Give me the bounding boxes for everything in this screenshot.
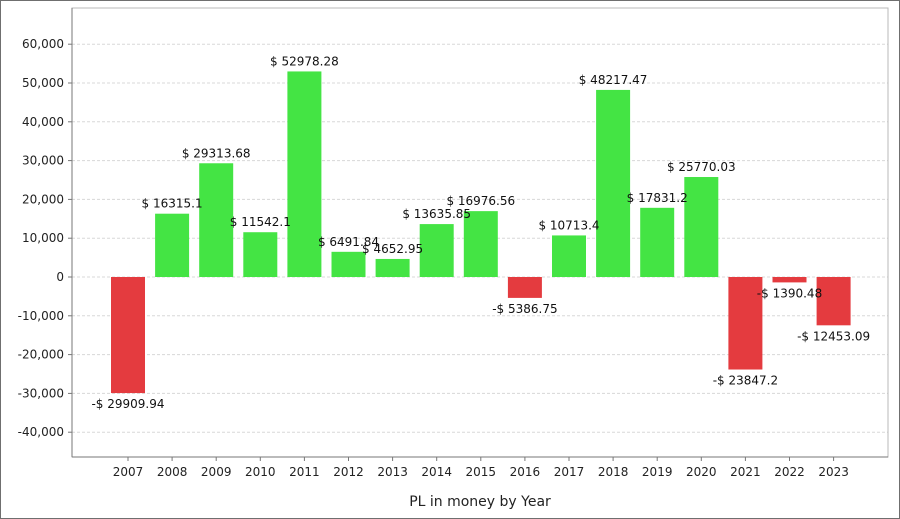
y-tick-label: 0 bbox=[56, 270, 64, 284]
bar-2009 bbox=[199, 163, 234, 277]
bar-2015 bbox=[463, 211, 498, 277]
x-tick-label-2023: 2023 bbox=[818, 465, 849, 479]
y-tick-label: -10,000 bbox=[18, 309, 64, 323]
y-tick-label: 40,000 bbox=[22, 115, 64, 129]
data-label-2013: $ 4652.95 bbox=[362, 242, 423, 256]
bar-2023 bbox=[816, 277, 851, 326]
x-tick-label-2007: 2007 bbox=[113, 465, 144, 479]
y-tick-label: 50,000 bbox=[22, 76, 64, 90]
data-label-2011: $ 52978.28 bbox=[270, 54, 339, 68]
data-label-2018: $ 48217.47 bbox=[579, 73, 648, 87]
data-label-2015: $ 16976.56 bbox=[446, 194, 515, 208]
data-label-2016: -$ 5386.75 bbox=[492, 302, 557, 316]
bar-2008 bbox=[155, 213, 190, 277]
data-label-2021: -$ 23847.2 bbox=[713, 374, 778, 388]
data-label-2009: $ 29313.68 bbox=[182, 146, 251, 160]
bar-2013 bbox=[375, 258, 410, 277]
data-label-2023: -$ 12453.09 bbox=[797, 329, 870, 343]
x-tick-label-2017: 2017 bbox=[554, 465, 585, 479]
data-label-2007: -$ 29909.94 bbox=[91, 397, 164, 411]
bar-2020 bbox=[684, 177, 719, 277]
bar-2010 bbox=[243, 232, 278, 277]
bar-2016 bbox=[507, 277, 542, 298]
x-tick-label-2016: 2016 bbox=[510, 465, 541, 479]
y-tick-label: 60,000 bbox=[22, 37, 64, 51]
x-tick-label-2014: 2014 bbox=[421, 465, 452, 479]
bars bbox=[111, 71, 851, 394]
bar-2021 bbox=[728, 277, 763, 370]
data-label-2017: $ 10713.4 bbox=[538, 218, 599, 232]
bar-2012 bbox=[331, 251, 366, 277]
x-tick-label-2008: 2008 bbox=[157, 465, 188, 479]
y-tick-label: -30,000 bbox=[18, 386, 64, 400]
x-tick-label-2009: 2009 bbox=[201, 465, 232, 479]
x-tick-label-2018: 2018 bbox=[598, 465, 629, 479]
data-label-2008: $ 16315.1 bbox=[142, 197, 203, 211]
y-tick-label: 30,000 bbox=[22, 154, 64, 168]
axes: 60,000 50,000 40,000 30,000 20,000 10,000 0 -10… bbox=[18, 7, 889, 479]
x-tick-label-2012: 2012 bbox=[333, 465, 364, 479]
data-label-2010: $ 11542.1 bbox=[230, 215, 291, 229]
x-tick-label-2020: 2020 bbox=[686, 465, 717, 479]
data-labels: -$ 29909.94 $ 16315.1 $ 29313.68 $ 11542.1 $… bbox=[91, 54, 870, 411]
data-label-2020: $ 25770.03 bbox=[667, 160, 736, 174]
data-label-2019: $ 17831.2 bbox=[627, 191, 688, 205]
x-tick-label-2011: 2011 bbox=[289, 465, 320, 479]
data-label-2014: $ 13635.85 bbox=[402, 207, 471, 221]
y-tick-label: -40,000 bbox=[18, 425, 64, 439]
x-tick-label-2022: 2022 bbox=[774, 465, 805, 479]
bar-2018 bbox=[596, 89, 631, 277]
bar-2017 bbox=[552, 235, 586, 277]
data-label-2012: $ 6491.84 bbox=[318, 235, 379, 249]
y-tick-label: 20,000 bbox=[22, 192, 64, 206]
x-axis-title: PL in money by Year bbox=[409, 494, 551, 510]
x-tick-label-2010: 2010 bbox=[245, 465, 276, 479]
x-tick-label-2019: 2019 bbox=[642, 465, 673, 479]
x-tick-label-2021: 2021 bbox=[730, 465, 761, 479]
x-tick-label-2015: 2015 bbox=[466, 465, 497, 479]
bar-2022 bbox=[772, 277, 807, 283]
bar-2011 bbox=[287, 71, 322, 277]
data-label-2022: -$ 1390.48 bbox=[757, 286, 822, 300]
y-tick-label: 10,000 bbox=[22, 231, 64, 245]
x-tick-label-2013: 2013 bbox=[377, 465, 408, 479]
bar-2019 bbox=[640, 207, 675, 277]
bar-2014 bbox=[419, 224, 454, 277]
y-tick-label: -20,000 bbox=[18, 348, 64, 362]
bar-2007 bbox=[111, 277, 145, 394]
